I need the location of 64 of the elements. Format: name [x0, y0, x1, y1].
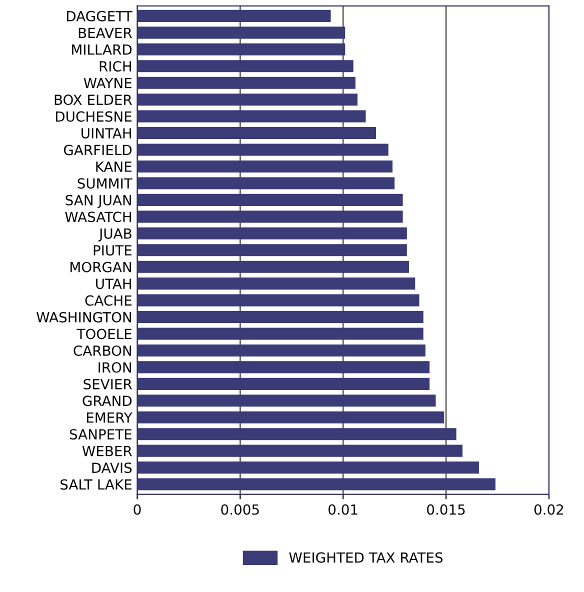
bar [137, 462, 479, 474]
y-tick-label: MORGAN [70, 262, 132, 272]
y-tick-label: SEVIER [84, 378, 132, 390]
x-tick-label: 0.01 [328, 504, 358, 515]
bar [137, 428, 456, 440]
y-tick-label: BEAVER [78, 28, 132, 38]
y-tick-label: SAN JUAN [66, 194, 132, 208]
y-tick-label: WASHINGTON [36, 312, 132, 322]
y-tick-label: PIUTE [94, 245, 132, 256]
bar [137, 26, 346, 39]
y-tick-label: UINTAH [82, 128, 132, 139]
bar [137, 394, 436, 407]
y-tick-label: KANE [96, 162, 132, 172]
y-tick-label: DUCHESNE [56, 111, 132, 122]
legend-label: WEIGHTED TAX RATES [289, 552, 443, 563]
bar [137, 361, 430, 374]
bar [137, 378, 430, 390]
y-tick-label: SALT LAKE [60, 479, 132, 490]
x-tick-label: 0.005 [221, 504, 259, 515]
y-tick-label: TOOELE [76, 328, 132, 340]
bar [137, 194, 403, 206]
bar [137, 177, 395, 190]
bar [137, 411, 444, 424]
bar [137, 110, 366, 122]
bar [137, 127, 376, 140]
x-tick-label: 0.015 [427, 504, 465, 515]
y-tick-label: RICH [100, 61, 132, 72]
bar [137, 294, 420, 306]
bar [137, 43, 346, 56]
bar [137, 344, 426, 356]
y-tick-label: DAVIS [92, 462, 132, 474]
y-tick-label: JUAB [98, 228, 132, 242]
bar [137, 160, 393, 173]
bar [137, 227, 407, 240]
y-tick-label: WASATCH [65, 212, 132, 222]
bar [137, 478, 496, 490]
y-tick-label: SANPETE [70, 429, 132, 440]
y-tick-label: CACHE [85, 295, 132, 306]
bar [137, 311, 424, 324]
y-tick-label: WAYNE [84, 78, 132, 88]
bar [137, 260, 409, 273]
y-tick-label: BOX ELDER [54, 94, 132, 106]
bar [137, 94, 358, 106]
bar [137, 60, 354, 72]
x-tick-label: 0.02 [534, 504, 564, 515]
bar [137, 244, 407, 256]
y-tick-label: MILLARD [72, 44, 132, 55]
y-tick-label: UTAH [96, 278, 132, 290]
bar [137, 278, 416, 290]
y-tick-label: GARFIELD [64, 144, 132, 156]
x-tick-label: 0 [134, 504, 141, 515]
y-tick-label: GRAND [82, 396, 132, 406]
y-tick-label: IRON [98, 362, 132, 373]
y-tick-label: SUMMIT [78, 178, 132, 189]
bar [137, 444, 462, 457]
bar [137, 76, 356, 89]
bar [137, 144, 388, 156]
y-tick-label: EMERY [86, 412, 132, 423]
bar [137, 210, 403, 223]
bar [137, 328, 424, 340]
y-tick-label: DAGGETT [67, 10, 132, 22]
bar [137, 10, 331, 22]
y-tick-label: CARBON [74, 345, 132, 356]
y-tick-label: WEBER [82, 446, 132, 456]
